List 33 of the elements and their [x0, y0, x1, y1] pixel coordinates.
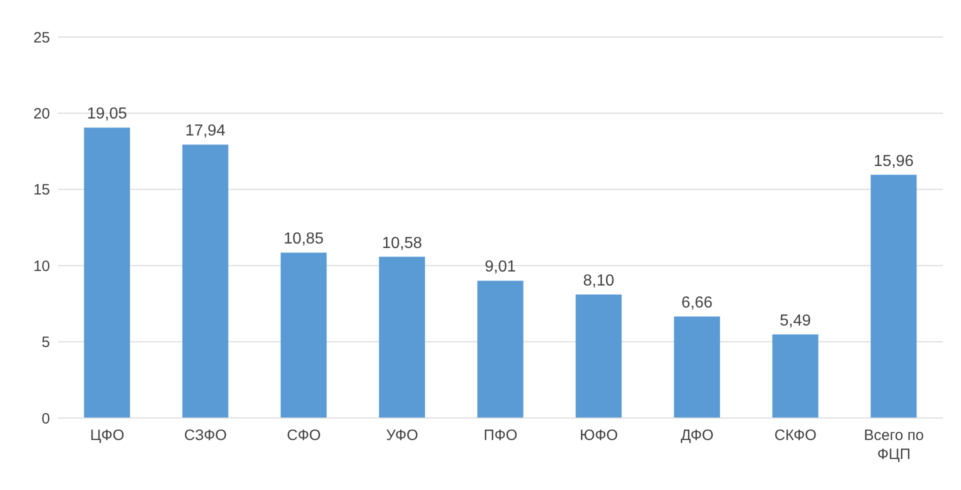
x-tick-label: СФО: [286, 427, 321, 444]
y-tick-label: 5: [42, 334, 50, 352]
y-tick-label: 20: [33, 106, 50, 123]
bar: [379, 256, 425, 418]
x-tick-label: УФО: [386, 427, 418, 444]
x-tick-label: ДФО: [680, 427, 714, 444]
bar: [674, 316, 720, 418]
data-label: 10,85: [284, 230, 324, 248]
data-label: 17,94: [185, 122, 226, 140]
y-tick-label: 25: [33, 29, 50, 46]
bar: [870, 174, 917, 418]
data-label: 8,10: [583, 272, 614, 290]
data-label: 19,05: [86, 106, 128, 123]
x-tick-label: ЦФО: [90, 427, 124, 444]
y-tick-label: 0: [42, 410, 50, 428]
y-tick-label: 15: [33, 182, 50, 199]
bar: [280, 252, 327, 418]
bar: [477, 280, 524, 418]
bar: [772, 334, 818, 418]
bar: [182, 144, 228, 418]
bar: [84, 128, 130, 418]
data-label: 10,58: [382, 234, 422, 252]
data-label: 15,96: [874, 152, 914, 170]
y-tick-label: 10: [33, 258, 50, 275]
x-tick-label: ЮФО: [580, 427, 618, 444]
x-tick-label: СЗФО: [184, 427, 227, 444]
x-tick-label: Всего по ФЦП: [864, 427, 924, 463]
x-tick-label: ПФО: [484, 427, 518, 444]
data-label: 9,01: [484, 258, 516, 276]
data-label: 5,49: [780, 312, 812, 330]
data-label: 6,66: [681, 294, 713, 312]
x-tick-label: СКФО: [774, 427, 817, 444]
bar: [576, 294, 622, 418]
